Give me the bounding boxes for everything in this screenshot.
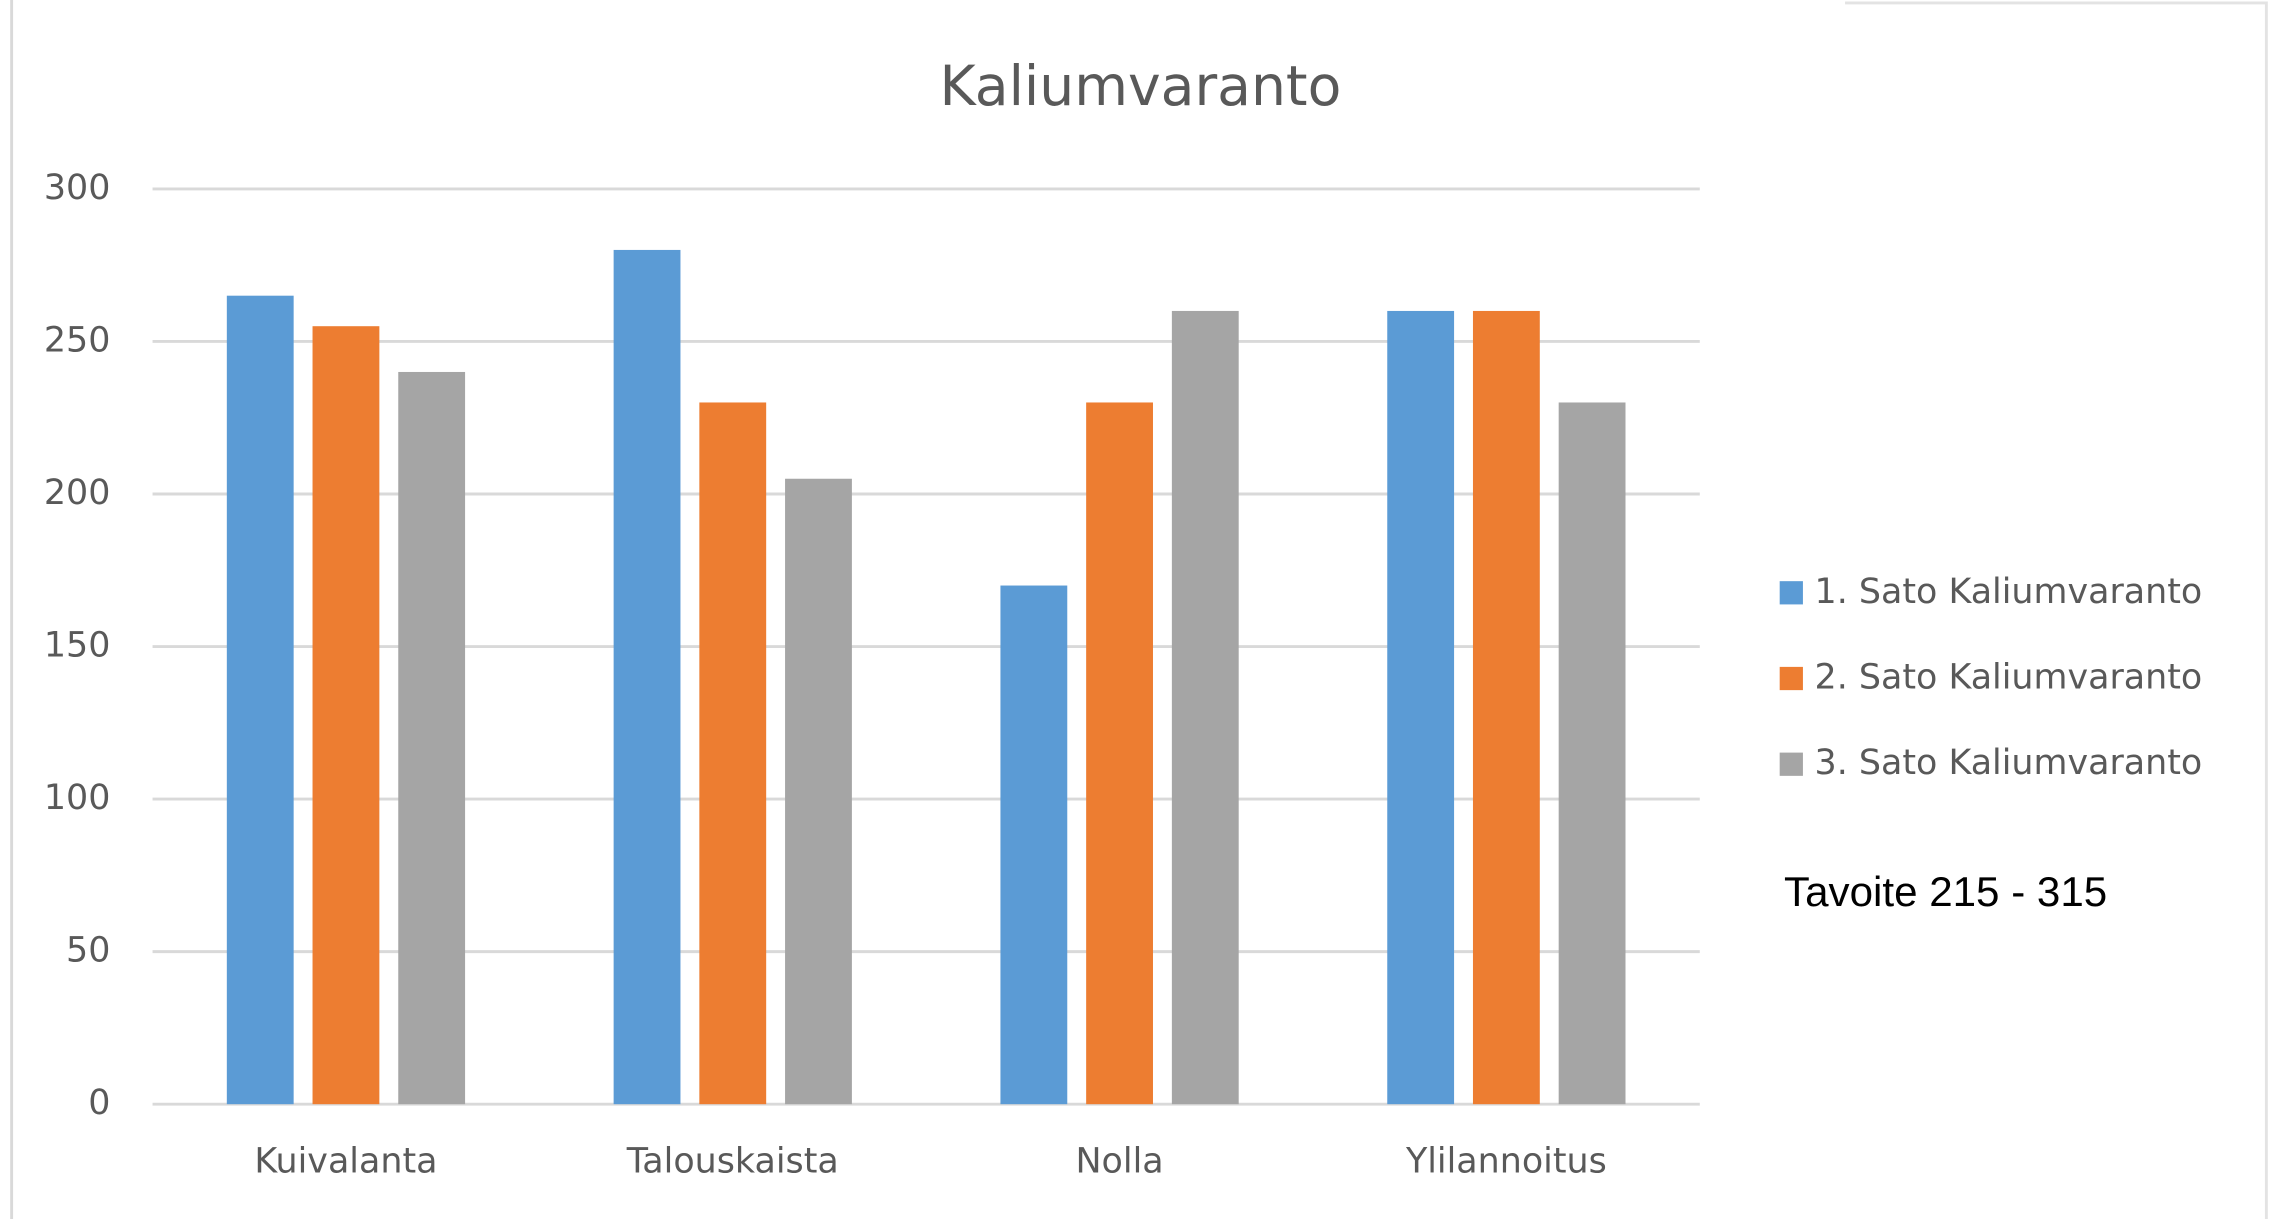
- y-tick-label: 100: [44, 778, 111, 818]
- y-tick-label: 50: [66, 931, 110, 971]
- y-tick-label: 200: [44, 473, 111, 513]
- legend-label: 3. Sato Kaliumvaranto: [1815, 743, 2203, 783]
- y-tick-label: 0: [88, 1083, 110, 1123]
- chart-title: Kaliumvaranto: [940, 55, 1342, 119]
- x-tick-label: Nolla: [1075, 1141, 1163, 1181]
- legend-label: 1. Sato Kaliumvaranto: [1815, 572, 2203, 612]
- legend-label: 2. Sato Kaliumvaranto: [1815, 658, 2203, 698]
- bar: [226, 295, 294, 1105]
- bar: [613, 249, 681, 1105]
- x-tick-label: Kuivalanta: [254, 1141, 437, 1181]
- bar: [312, 326, 380, 1105]
- legend-swatch: [1779, 581, 1803, 605]
- bar: [1387, 310, 1455, 1105]
- legend-swatch: [1779, 752, 1803, 776]
- bar: [1171, 310, 1239, 1105]
- x-tick-label: Ylilannoitus: [1405, 1141, 1607, 1181]
- bar: [1086, 402, 1153, 1105]
- legend-swatch: [1779, 666, 1803, 691]
- x-tick-label: Talouskaista: [626, 1141, 839, 1181]
- bar: [1558, 402, 1626, 1105]
- bar: [785, 478, 852, 1105]
- frame-right: [1845, 1, 2268, 1219]
- y-tick-label: 150: [44, 626, 111, 666]
- bar: [1000, 585, 1068, 1105]
- bar: [398, 371, 466, 1105]
- bar: [699, 402, 767, 1105]
- annotation: Tavoite 215 - 315: [1784, 868, 2107, 915]
- bar: [1472, 310, 1540, 1105]
- y-tick-label: 250: [44, 320, 111, 360]
- y-tick-label: 300: [44, 168, 111, 208]
